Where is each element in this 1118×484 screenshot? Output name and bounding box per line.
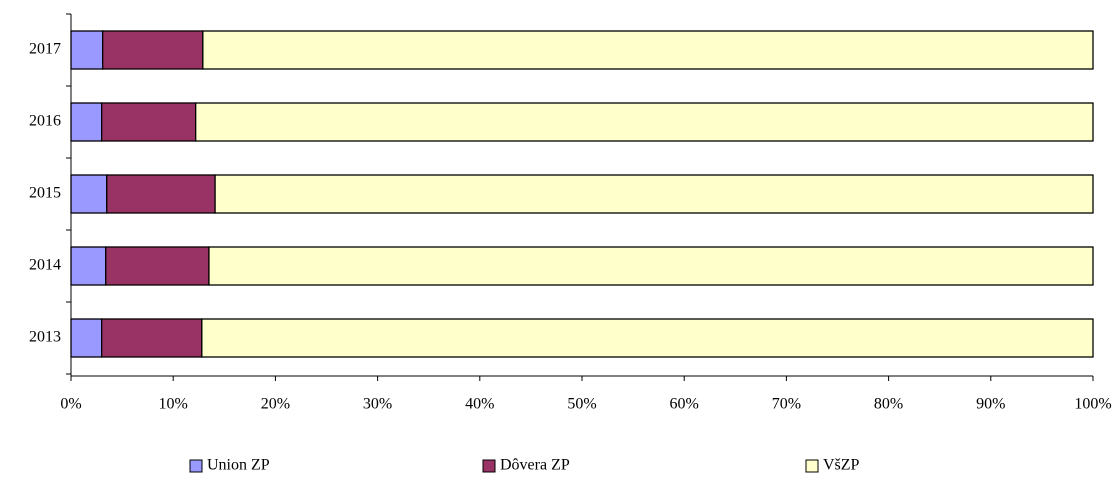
- x-tick-label: 60%: [670, 396, 699, 413]
- legend-label: Dôvera ZP: [500, 457, 570, 474]
- x-tick-label: 20%: [261, 396, 290, 413]
- bar-segment: [106, 174, 216, 214]
- x-tick-label: 50%: [567, 396, 596, 413]
- bar-segment: [195, 102, 1094, 142]
- x-tick-label: 80%: [874, 396, 903, 413]
- bar-segment: [202, 30, 1094, 70]
- bar-segment: [201, 318, 1094, 358]
- y-tick-label: 2013: [29, 329, 61, 346]
- x-tick-label: 90%: [976, 396, 1005, 413]
- bar-segment: [70, 246, 107, 286]
- bar-segment: [70, 102, 103, 142]
- legend-swatch: [805, 459, 819, 473]
- bar-segment: [105, 246, 210, 286]
- bar-segment: [208, 246, 1094, 286]
- bar-segment: [101, 318, 203, 358]
- x-tick-label: 0%: [60, 396, 81, 413]
- y-tick-label: 2016: [29, 113, 61, 130]
- legend-swatch: [482, 459, 496, 473]
- bar-segment: [101, 102, 197, 142]
- y-tick-label: 2017: [29, 41, 61, 58]
- bar-segment: [70, 318, 103, 358]
- legend-label: Union ZP: [207, 457, 270, 474]
- bar-segment: [70, 174, 108, 214]
- x-tick-label: 100%: [1074, 396, 1111, 413]
- x-tick-label: 70%: [772, 396, 801, 413]
- bar-segment: [214, 174, 1094, 214]
- x-tick-label: 10%: [159, 396, 188, 413]
- y-tick-label: 2014: [29, 257, 61, 274]
- legend-label: VšZP: [823, 457, 860, 474]
- bar-segment: [70, 30, 104, 70]
- x-tick-label: 40%: [465, 396, 494, 413]
- bar-segment: [102, 30, 204, 70]
- legend-swatch: [189, 459, 203, 473]
- x-tick-label: 30%: [363, 396, 392, 413]
- y-tick-label: 2015: [29, 185, 61, 202]
